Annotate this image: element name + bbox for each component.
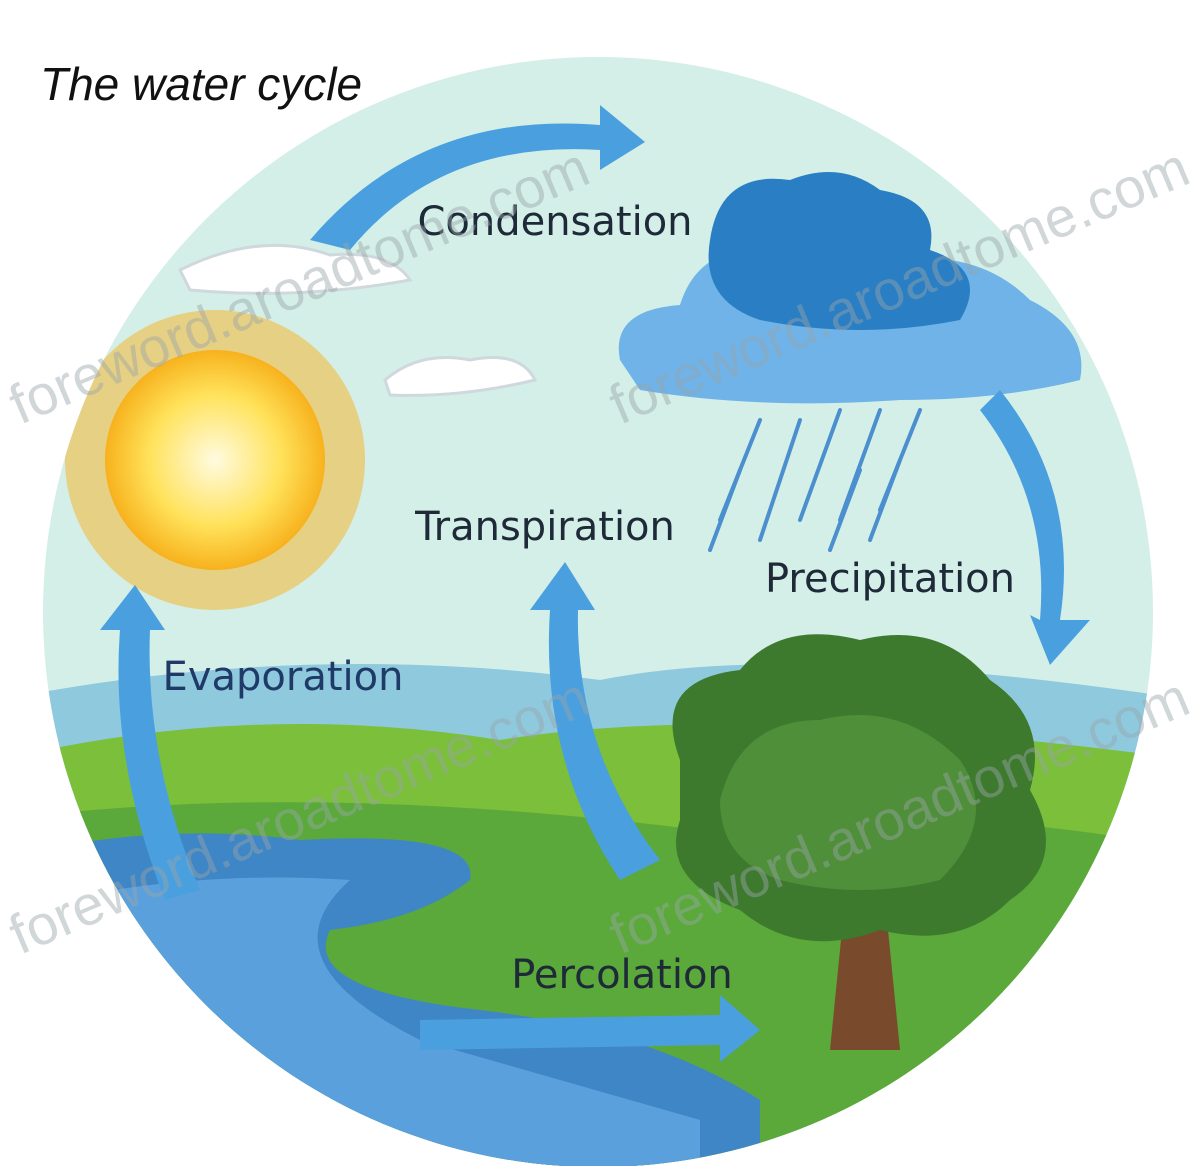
label: Evaporation [163,654,404,700]
arrow-precipitation [980,390,1090,665]
arrow-evaporation [100,585,200,900]
cloud-small [383,356,538,397]
rain-cloud-front [708,172,970,330]
label: Precipitation [765,556,1015,602]
label: Percolation [511,952,733,998]
label: Transpiration [414,504,675,550]
label: Condensation [417,199,692,245]
cloud-small [177,243,413,295]
tree [672,634,1046,1050]
arrow-percolation [420,995,760,1062]
title: The water cycle [40,58,362,110]
arrow-transpiration [530,562,660,880]
rain [708,408,922,552]
arrows [100,105,1090,1062]
arrow-condensation [310,105,645,250]
sun [65,310,365,610]
